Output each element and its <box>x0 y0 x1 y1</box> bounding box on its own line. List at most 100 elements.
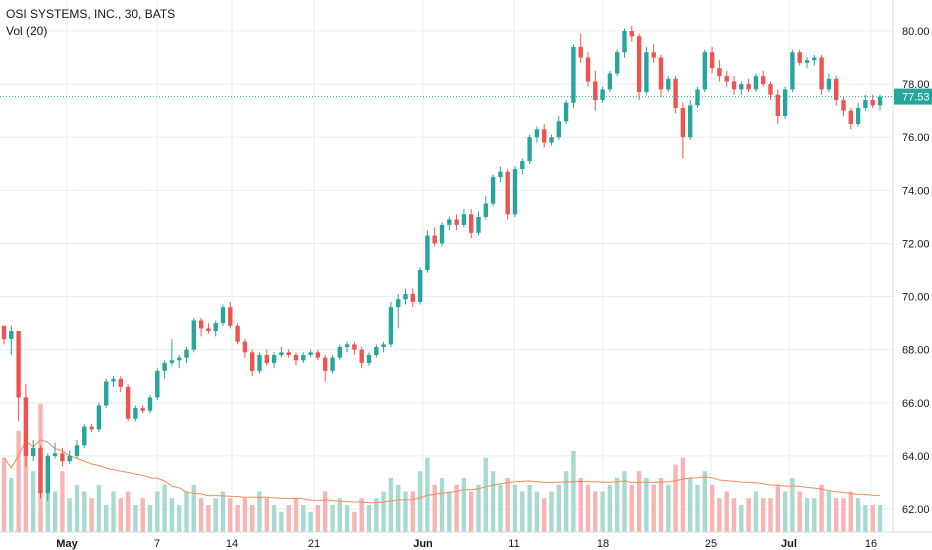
candle-body[interactable] <box>323 357 328 371</box>
candle-body[interactable] <box>731 81 737 90</box>
candle-body[interactable] <box>52 453 58 456</box>
candle-body[interactable] <box>96 405 102 430</box>
candle-body[interactable] <box>228 307 233 326</box>
candle-body[interactable] <box>615 52 620 74</box>
candle-body[interactable] <box>717 68 722 77</box>
candle-body[interactable] <box>498 171 503 178</box>
candle-body[interactable] <box>636 36 642 93</box>
candle-body[interactable] <box>381 344 386 348</box>
candle-body[interactable] <box>834 78 839 101</box>
candle-body[interactable] <box>739 84 744 90</box>
candle-body[interactable] <box>374 347 379 355</box>
candle-body[interactable] <box>366 354 372 363</box>
candle-body[interactable] <box>301 354 306 361</box>
candle-body[interactable] <box>31 447 36 456</box>
candle-body[interactable] <box>337 347 342 358</box>
candle-body[interactable] <box>308 352 313 355</box>
candle-body[interactable] <box>140 408 145 411</box>
candle-body[interactable] <box>549 137 554 143</box>
candle-body[interactable] <box>855 108 861 124</box>
candle-body[interactable] <box>819 57 824 90</box>
candle-body[interactable] <box>542 129 547 143</box>
candle-body[interactable] <box>118 378 123 387</box>
candle-body[interactable] <box>753 76 759 90</box>
candle-body[interactable] <box>520 161 525 170</box>
candle-body[interactable] <box>271 354 277 363</box>
candle-body[interactable] <box>476 216 481 233</box>
candle-body[interactable] <box>490 177 496 204</box>
candle-body[interactable] <box>790 52 795 90</box>
candle-body[interactable] <box>352 344 357 350</box>
candle-body[interactable] <box>38 447 43 494</box>
candle-body[interactable] <box>571 46 576 103</box>
candle-body[interactable] <box>9 331 14 340</box>
candle-body[interactable] <box>23 397 29 456</box>
candle-body[interactable] <box>213 323 218 332</box>
candle-body[interactable] <box>133 408 138 419</box>
candle-body[interactable] <box>147 397 153 411</box>
candle-body[interactable] <box>198 320 204 329</box>
candle-body[interactable] <box>593 81 598 101</box>
symbol-title[interactable]: OSI SYSTEMS, INC., 30, BATS <box>6 7 176 21</box>
candle-body[interactable] <box>60 453 65 462</box>
candle-body[interactable] <box>315 352 321 358</box>
candle-body[interactable] <box>432 235 437 244</box>
candle-body[interactable] <box>775 94 780 116</box>
candle-body[interactable] <box>709 52 715 69</box>
candle-body[interactable] <box>162 362 167 371</box>
candle-body[interactable] <box>505 171 510 215</box>
candle-body[interactable] <box>666 78 671 90</box>
candle-body[interactable] <box>761 76 766 85</box>
candle-body[interactable] <box>563 102 569 122</box>
candle-body[interactable] <box>688 105 693 138</box>
candle-body[interactable] <box>155 370 160 398</box>
candle-body[interactable] <box>396 299 401 308</box>
price-candles[interactable] <box>1 25 883 502</box>
price-axis[interactable]: 62.00 64.00 66.00 68.00 70.00 72.00 74.00 76.00… <box>902 26 930 516</box>
candle-body[interactable] <box>177 357 182 361</box>
candle-body[interactable] <box>425 235 430 270</box>
candle-body[interactable] <box>585 57 591 82</box>
candle-body[interactable] <box>235 325 240 342</box>
candle-body[interactable] <box>673 78 678 109</box>
candle-body[interactable] <box>293 354 299 361</box>
candle-body[interactable] <box>534 129 540 138</box>
candle-body[interactable] <box>45 455 50 494</box>
candle-body[interactable] <box>578 46 583 58</box>
candle-body[interactable] <box>104 381 109 406</box>
candle-body[interactable] <box>220 307 226 324</box>
candle-body[interactable] <box>206 328 211 332</box>
candle-body[interactable] <box>877 96 883 106</box>
candle-body[interactable] <box>863 100 868 109</box>
candle-body[interactable] <box>483 203 488 217</box>
candle-body[interactable] <box>169 360 175 363</box>
candle-body[interactable] <box>469 214 474 233</box>
candle-body[interactable] <box>622 31 627 53</box>
candle-body[interactable] <box>257 354 262 371</box>
candle-body[interactable] <box>344 344 350 348</box>
candle-body[interactable] <box>359 349 364 363</box>
time-axis[interactable]: May 7 14 21 Jun 11 18 25 Jul 16 <box>56 538 877 550</box>
volume-indicator-label[interactable]: Vol (20) <box>6 24 48 38</box>
candle-body[interactable] <box>447 219 452 225</box>
candle-body[interactable] <box>67 455 72 462</box>
candle-body[interactable] <box>658 57 664 90</box>
candle-body[interactable] <box>16 331 21 398</box>
candle-body[interactable] <box>111 378 116 382</box>
candle-body[interactable] <box>403 293 408 300</box>
candle-body[interactable] <box>330 357 335 371</box>
candle-body[interactable] <box>782 89 788 116</box>
candle-body[interactable] <box>74 445 80 456</box>
candle-body[interactable] <box>680 108 686 138</box>
candle-body[interactable] <box>454 219 459 225</box>
candle-body[interactable] <box>768 84 773 95</box>
candle-body[interactable] <box>512 169 518 215</box>
candle-body[interactable] <box>286 352 291 355</box>
candle-body[interactable] <box>1 325 7 340</box>
candle-body[interactable] <box>184 349 189 358</box>
candle-body[interactable] <box>125 386 131 419</box>
candle-body[interactable] <box>804 60 810 63</box>
candle-body[interactable] <box>556 121 561 138</box>
candle-body[interactable] <box>870 100 875 106</box>
